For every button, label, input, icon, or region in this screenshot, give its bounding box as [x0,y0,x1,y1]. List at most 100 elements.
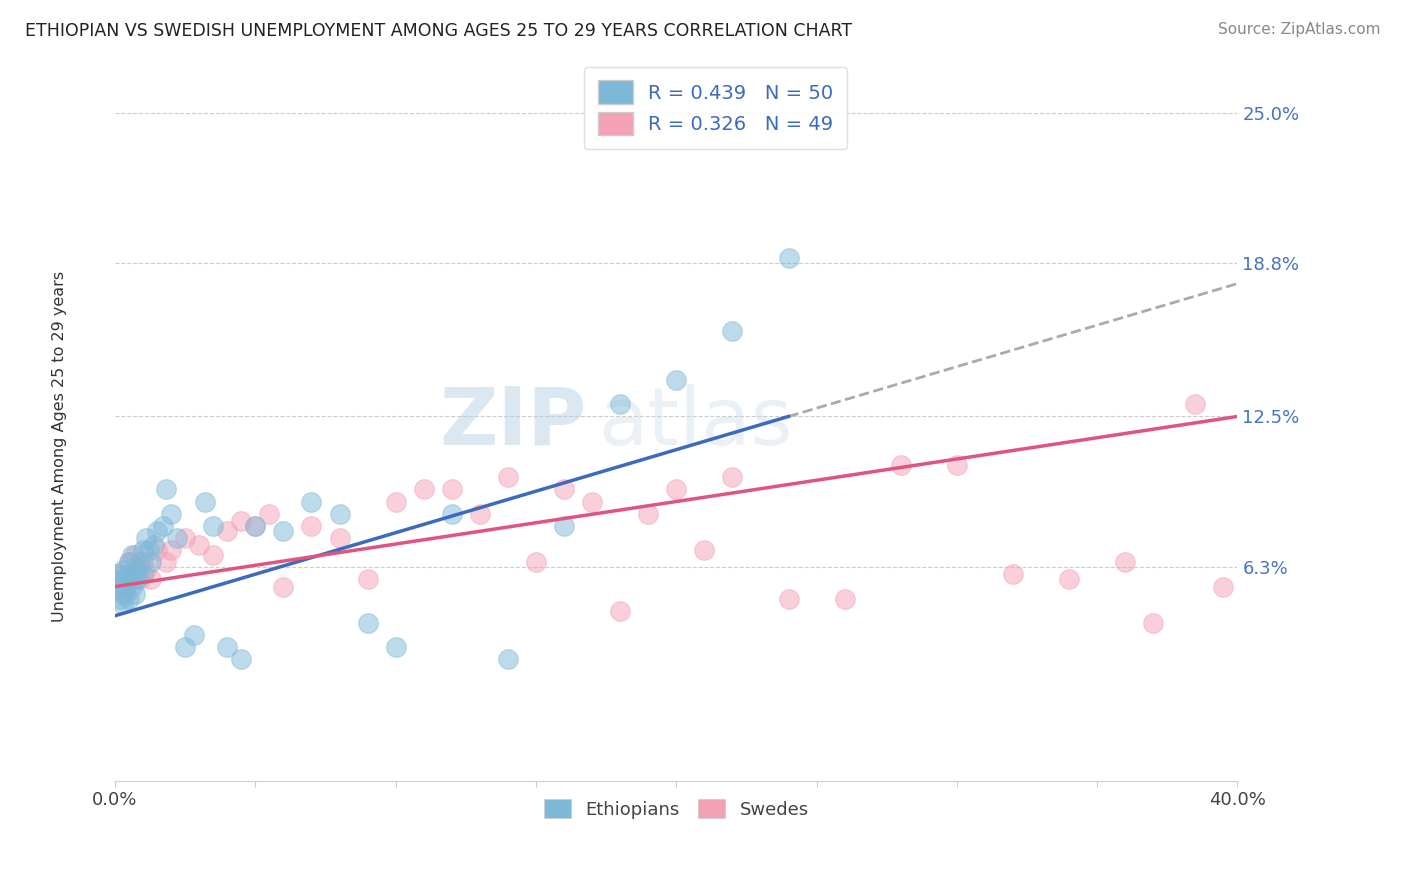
Point [890,458,912,472]
Text: ETHIOPIAN VS SWEDISH UNEMPLOYMENT AMONG AGES 25 TO 29 YEARS CORRELATION CHART: ETHIOPIAN VS SWEDISH UNEMPLOYMENT AMONG … [25,22,852,40]
Point [440,483,463,497]
Point [665,373,688,387]
Point [166,531,188,545]
Point [1142,615,1164,630]
Point [946,458,969,472]
Point [273,580,295,594]
Point [110,572,132,586]
Point [1212,580,1234,594]
Point [121,567,143,582]
Point [121,580,143,594]
Point [141,555,163,569]
Point [468,507,491,521]
Point [143,538,166,552]
Point [127,572,149,586]
Point [693,543,716,558]
Point [112,587,135,601]
Point [112,597,135,611]
Point [245,518,267,533]
Point [721,470,744,484]
Point [115,572,138,586]
Point [112,563,135,577]
Point [152,518,174,533]
Point [217,640,239,655]
Point [146,524,169,538]
Point [110,580,132,594]
Point [1001,567,1024,582]
Point [132,567,155,582]
Point [135,563,157,577]
Point [115,580,138,594]
Point [188,538,211,552]
Point [609,397,631,411]
Point [121,567,143,582]
Point [155,483,177,497]
Point [609,604,631,618]
Point [127,560,149,574]
Point [384,494,406,508]
Point [231,652,253,666]
Point [496,470,519,484]
Point [496,652,519,666]
Point [245,518,267,533]
Point [174,531,197,545]
Point [141,572,163,586]
Point [127,563,149,577]
Point [665,483,688,497]
Point [553,483,575,497]
Point [202,518,225,533]
Point [259,507,281,521]
Point [217,524,239,538]
Point [356,615,378,630]
Point [174,640,197,655]
Point [115,587,138,601]
Point [273,524,295,538]
Point [194,494,217,508]
Point [637,507,659,521]
Point [121,548,143,562]
Point [231,514,253,528]
Point [553,518,575,533]
Point [124,548,146,562]
Point [132,543,155,558]
Point [107,580,129,594]
Point [356,572,378,586]
Point [146,543,169,558]
Legend: Ethiopians, Swedes: Ethiopians, Swedes [537,791,815,826]
Point [301,518,323,533]
Point [160,507,183,521]
Point [110,591,132,606]
Text: Unemployment Among Ages 25 to 29 years: Unemployment Among Ages 25 to 29 years [52,270,66,622]
Point [135,531,157,545]
Point [124,587,146,601]
Point [1057,572,1080,586]
Text: Source: ZipAtlas.com: Source: ZipAtlas.com [1218,22,1381,37]
Point [1114,555,1136,569]
Point [138,543,160,558]
Point [778,591,800,606]
Point [183,628,205,642]
Point [778,252,800,266]
Point [118,555,141,569]
Point [412,483,434,497]
Point [118,567,141,582]
Point [107,567,129,582]
Point [328,531,350,545]
Point [129,572,152,586]
Point [160,543,183,558]
Point [1184,397,1206,411]
Point [107,567,129,582]
Text: atlas: atlas [598,384,792,461]
Point [118,555,141,569]
Point [301,494,323,508]
Point [834,591,856,606]
Point [440,507,463,521]
Point [155,555,177,569]
Point [384,640,406,655]
Point [118,591,141,606]
Point [202,548,225,562]
Point [124,567,146,582]
Point [112,572,135,586]
Point [524,555,547,569]
Point [328,507,350,521]
